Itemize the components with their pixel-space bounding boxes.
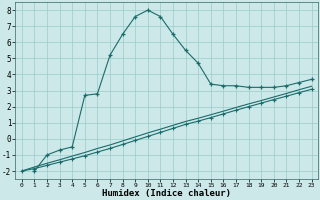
X-axis label: Humidex (Indice chaleur): Humidex (Indice chaleur) <box>102 189 231 198</box>
